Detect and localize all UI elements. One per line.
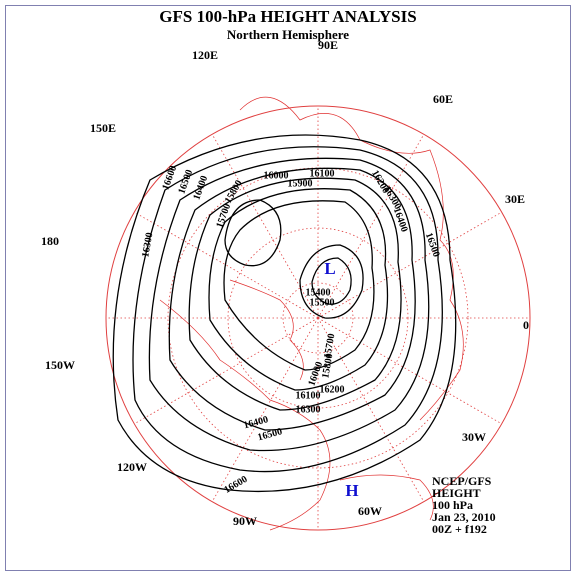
contour-label: 16100 xyxy=(310,168,335,179)
longitude-label: 30E xyxy=(505,192,525,206)
high-center: H xyxy=(345,481,358,500)
contour-label: 16600 xyxy=(160,164,179,191)
info-line: HEIGHT xyxy=(432,486,481,500)
contour-label: 15800 xyxy=(223,178,245,205)
contour-label: 15700 xyxy=(322,333,337,360)
contour-label: 15400 xyxy=(306,287,331,298)
longitude-labels: 90E 120E 60E 150E 30E 180 0 150W 30W 120… xyxy=(41,38,529,528)
longitude-label: 120W xyxy=(117,460,147,474)
contours xyxy=(112,134,457,493)
longitude-label: 30W xyxy=(462,430,486,444)
contour-label: 15500 xyxy=(310,297,335,308)
contour-label: 16300 xyxy=(296,404,321,415)
longitude-label: 90W xyxy=(233,514,257,528)
low-center: L xyxy=(324,259,335,278)
contour-label: 16500 xyxy=(176,168,195,195)
coastlines xyxy=(159,96,464,531)
contour-label: 16400 xyxy=(242,414,269,431)
contour-label: 16200 xyxy=(320,384,345,395)
longitude-label: 120E xyxy=(192,48,218,62)
longitude-label: 60E xyxy=(433,92,453,106)
longitude-label: 150W xyxy=(45,358,75,372)
contour-label: 16100 xyxy=(296,390,321,401)
subtitle: Northern Hemisphere xyxy=(227,27,349,42)
info-line: Jan 23, 2010 xyxy=(432,510,496,524)
info-line: 00Z + f192 xyxy=(432,522,487,536)
contour-label: 16400 xyxy=(191,174,210,201)
graticule xyxy=(105,105,531,531)
contour-label: 16600 xyxy=(222,474,249,496)
longitude-label: 0 xyxy=(523,318,529,332)
contour-label: 16300 xyxy=(140,232,155,259)
contour-label: 15800 xyxy=(320,353,335,380)
longitude-label: 180 xyxy=(41,234,59,248)
info-line: NCEP/GFS xyxy=(432,474,492,488)
info-line: 100 hPa xyxy=(432,498,473,512)
info-block: NCEP/GFS HEIGHT 100 hPa Jan 23, 2010 00Z… xyxy=(432,474,496,536)
longitude-label: 90E xyxy=(318,38,338,52)
longitude-label: 60W xyxy=(358,504,382,518)
contour-label: 16000 xyxy=(264,170,289,181)
title: GFS 100-hPa HEIGHT ANALYSIS xyxy=(159,7,416,26)
contour-label: 15900 xyxy=(288,178,313,189)
longitude-label: 150E xyxy=(90,121,116,135)
frame xyxy=(5,5,571,571)
